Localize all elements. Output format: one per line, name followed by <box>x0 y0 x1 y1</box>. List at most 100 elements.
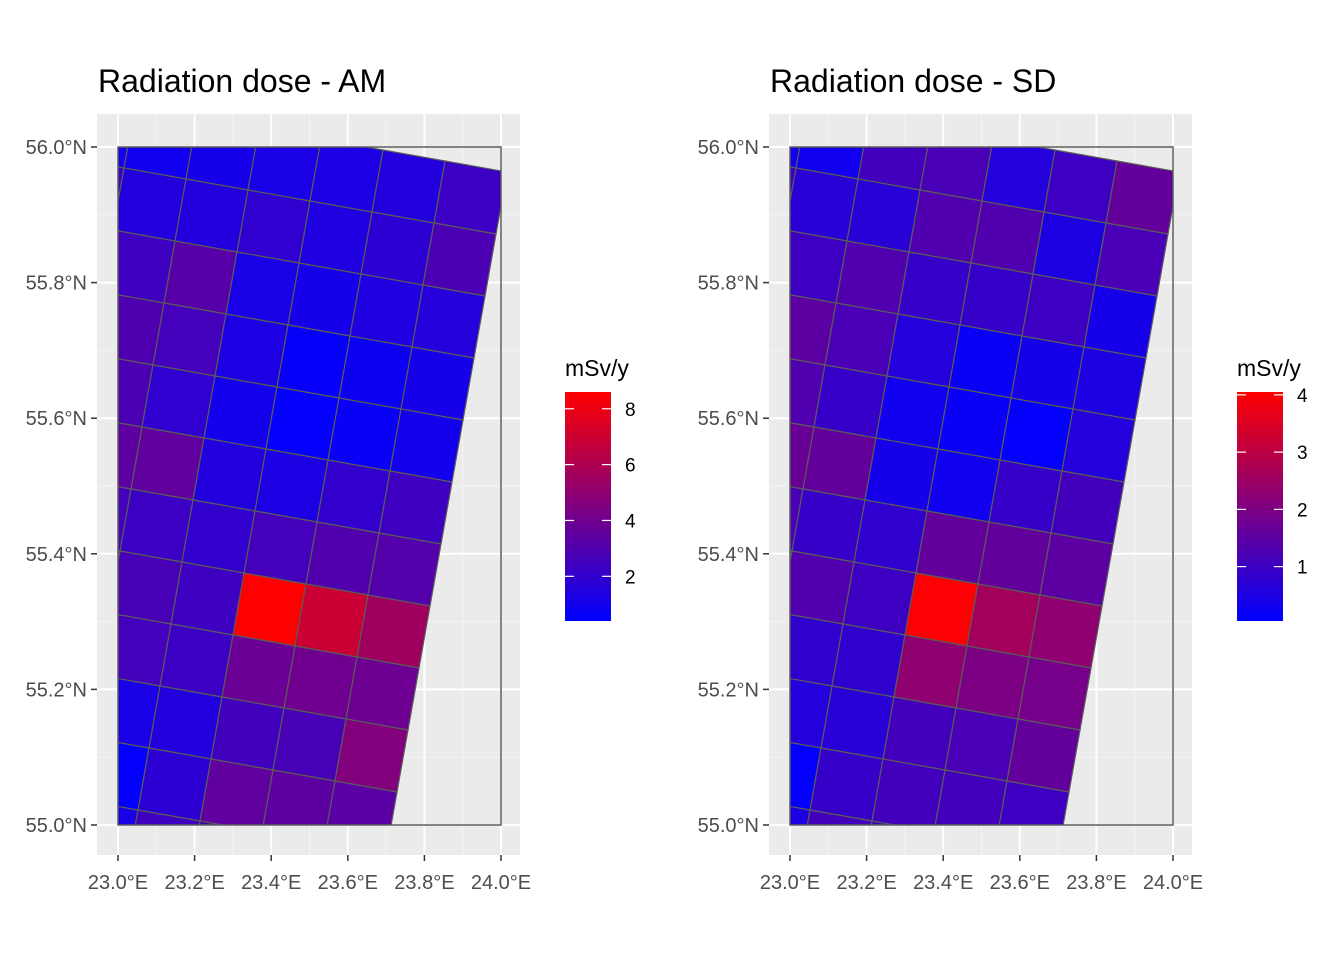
grid-cell <box>338 335 413 410</box>
grid-cell <box>1039 532 1114 607</box>
x-tick-label: 23.0°E <box>760 872 820 894</box>
grid-cell <box>174 178 249 253</box>
grid-cell <box>367 532 442 607</box>
x-tick-label: 23.6°E <box>318 872 378 894</box>
axes: 23.0°E 23.2°E 23.4°E 23.6°E 23.8°E 24.0°E 55.0… <box>698 137 1204 894</box>
x-tick-label: 23.8°E <box>1066 872 1126 894</box>
grid-cell <box>886 313 961 388</box>
x-tick-label: 24.0°E <box>471 872 531 894</box>
y-tick-label: 55.6°N <box>26 408 87 430</box>
grid-cell <box>809 747 884 822</box>
axes: 23.0°E 23.2°E 23.4°E 23.6°E 23.8°E 24.0°E 55.0… <box>26 137 532 894</box>
y-tick-label: 55.2°N <box>26 679 87 701</box>
grid-cell <box>959 262 1034 337</box>
chart-title: Radiation dose - SD <box>770 63 1056 99</box>
y-tick-label: 55.0°N <box>698 815 759 837</box>
grid-cell <box>1094 222 1169 297</box>
legend-tick-label: 6 <box>625 456 636 477</box>
grid-cell <box>0 467 69 540</box>
grid-cell <box>998 780 1070 825</box>
grid-cells <box>624 147 1173 825</box>
grid-cell <box>904 572 979 647</box>
grid-cell <box>831 623 906 698</box>
grid-cell <box>882 696 957 771</box>
y-tick-label: 56.0°N <box>698 137 759 159</box>
grid-cell <box>871 758 946 825</box>
map-boundary <box>789 146 1174 826</box>
grid-cell <box>864 437 939 512</box>
grid-cell <box>371 149 446 224</box>
grid-cell <box>327 397 402 472</box>
grid-cell <box>243 510 318 585</box>
legend-tick-label: 2 <box>1297 500 1308 521</box>
grid-cell <box>955 645 1030 720</box>
grid-cell <box>624 715 697 788</box>
y-tick-label: 56.0°N <box>26 137 87 159</box>
grid-cell <box>1105 160 1173 235</box>
x-tick-label: 23.6°E <box>990 872 1050 894</box>
grid-cell <box>1017 656 1092 731</box>
grid-cell <box>1083 284 1158 359</box>
x-tick-label: 23.8°E <box>394 872 454 894</box>
grid-cell <box>1006 718 1081 793</box>
grid-cell <box>334 718 409 793</box>
grid-cell <box>265 386 340 461</box>
legend-title: mSv/y <box>1237 355 1301 381</box>
grid-cell <box>272 707 347 782</box>
grid-cell <box>893 634 968 709</box>
grid-cell <box>1043 149 1118 224</box>
grid-cell <box>790 167 859 242</box>
grid-cell <box>181 499 256 574</box>
legend: mSv/y 2 4 6 8 <box>565 355 636 621</box>
grid-cell <box>199 758 274 825</box>
grid-cell <box>870 820 898 825</box>
legend-tick-label: 1 <box>1297 558 1308 579</box>
grid-cell <box>988 459 1063 534</box>
grid-cell <box>433 160 501 235</box>
grid-cell <box>824 302 899 377</box>
grid-cell <box>944 707 1019 782</box>
y-tick-label: 55.8°N <box>26 273 87 295</box>
grid-cell <box>236 189 311 264</box>
grid-cell <box>276 324 351 399</box>
grid-cell <box>118 550 183 625</box>
x-tick-label: 24.0°E <box>1143 872 1203 894</box>
y-tick-label: 55.0°N <box>26 815 87 837</box>
grid-cell <box>977 521 1052 596</box>
grid-cell <box>141 364 216 439</box>
grid-cell <box>1061 408 1136 483</box>
grid-cell <box>791 488 866 563</box>
grid-cell <box>198 820 226 825</box>
grid-cell <box>326 780 398 825</box>
grid-cell <box>345 656 420 731</box>
legend-tick-label: 4 <box>1297 386 1308 407</box>
grid-cell <box>1028 594 1103 669</box>
grid-cell <box>846 178 921 253</box>
grid-cell <box>970 200 1045 275</box>
grid-cell <box>378 470 453 545</box>
grid-cell <box>203 375 278 450</box>
grid-cell <box>356 594 431 669</box>
grid-cell <box>210 696 285 771</box>
grid-cell <box>163 240 238 315</box>
grid-cell <box>283 645 358 720</box>
grid-cell <box>316 459 391 534</box>
grid-cell <box>926 448 1001 523</box>
grid-cell <box>0 777 14 850</box>
grid-cell <box>686 726 759 799</box>
grid-cell <box>790 805 811 825</box>
legend: mSv/y 1 2 3 4 <box>1237 355 1308 621</box>
grid-cell <box>1021 273 1096 348</box>
grid-cell <box>389 408 464 483</box>
grid-cell <box>221 634 296 709</box>
grid-cell <box>349 273 424 348</box>
grid-cell <box>813 364 888 439</box>
grid-cell <box>192 437 267 512</box>
legend-title: mSv/y <box>565 355 629 381</box>
grid-cell <box>137 747 212 822</box>
grid-cell <box>875 375 950 450</box>
map-boundary <box>117 146 502 826</box>
grid-cell <box>400 346 475 421</box>
